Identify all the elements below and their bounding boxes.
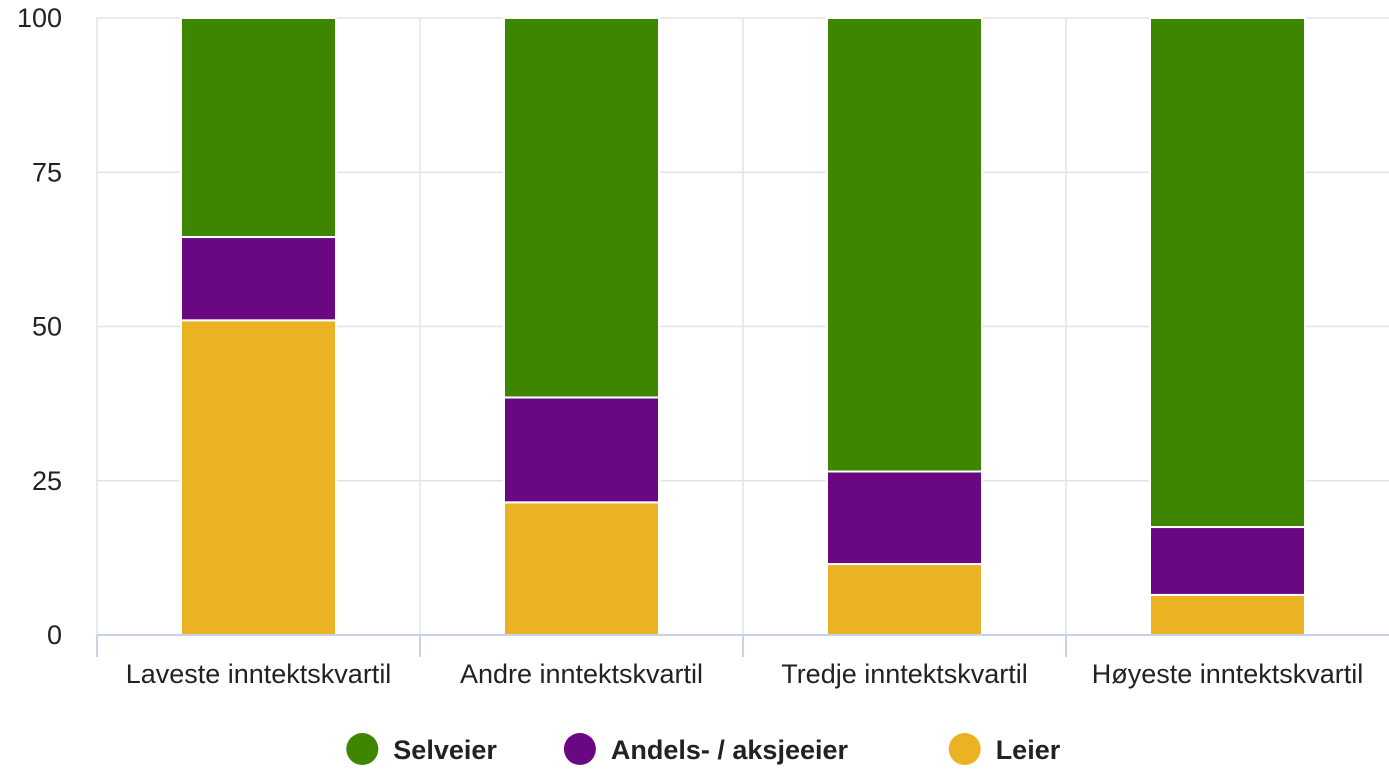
bar-segment[interactable]	[1149, 526, 1306, 596]
bar-segment[interactable]	[826, 563, 983, 636]
legend-label: Leier	[996, 735, 1061, 765]
y-tick-label: 100	[17, 3, 62, 33]
x-axis-ticks: Laveste inntektskvartil Andre inntektskva…	[126, 659, 1364, 689]
x-axis	[96, 634, 1389, 657]
legend[interactable]: Selveier Andels- / aksjeeier Leier	[346, 733, 1061, 765]
x-tick-label: Andre inntektskvartil	[460, 659, 703, 689]
bar-segment[interactable]	[826, 470, 983, 566]
legend-item[interactable]: Andels- / aksjeeier	[563, 733, 849, 765]
legend-item[interactable]: Selveier	[346, 733, 497, 765]
legend-item[interactable]: Leier	[948, 733, 1061, 765]
bar-segment[interactable]	[1149, 593, 1306, 637]
bar-segment[interactable]	[503, 17, 660, 399]
bar-segment[interactable]	[826, 17, 983, 473]
x-tick-label: Tredje inntektskvartil	[781, 659, 1028, 689]
legend-label: Andels- / aksjeeier	[611, 735, 849, 765]
bars	[180, 17, 1306, 637]
y-tick-label: 0	[47, 620, 62, 650]
bar-segment[interactable]	[180, 319, 337, 636]
bar-segment[interactable]	[180, 17, 337, 239]
y-tick-label: 25	[32, 466, 62, 496]
legend-marker	[563, 733, 596, 765]
y-axis-ticks: 0 25 50 75 100	[17, 3, 62, 650]
bar-segment[interactable]	[1149, 17, 1306, 529]
x-tick-label: Høyeste inntektskvartil	[1092, 659, 1364, 689]
y-tick-label: 50	[32, 312, 62, 342]
y-tick-label: 75	[32, 157, 62, 187]
legend-marker	[346, 733, 379, 765]
legend-marker	[948, 733, 981, 765]
legend-label: Selveier	[393, 735, 497, 765]
x-tick-label: Laveste inntektskvartil	[126, 659, 392, 689]
bar-segment[interactable]	[503, 396, 660, 504]
bar-segment[interactable]	[180, 236, 337, 322]
bar-segment[interactable]	[503, 501, 660, 636]
